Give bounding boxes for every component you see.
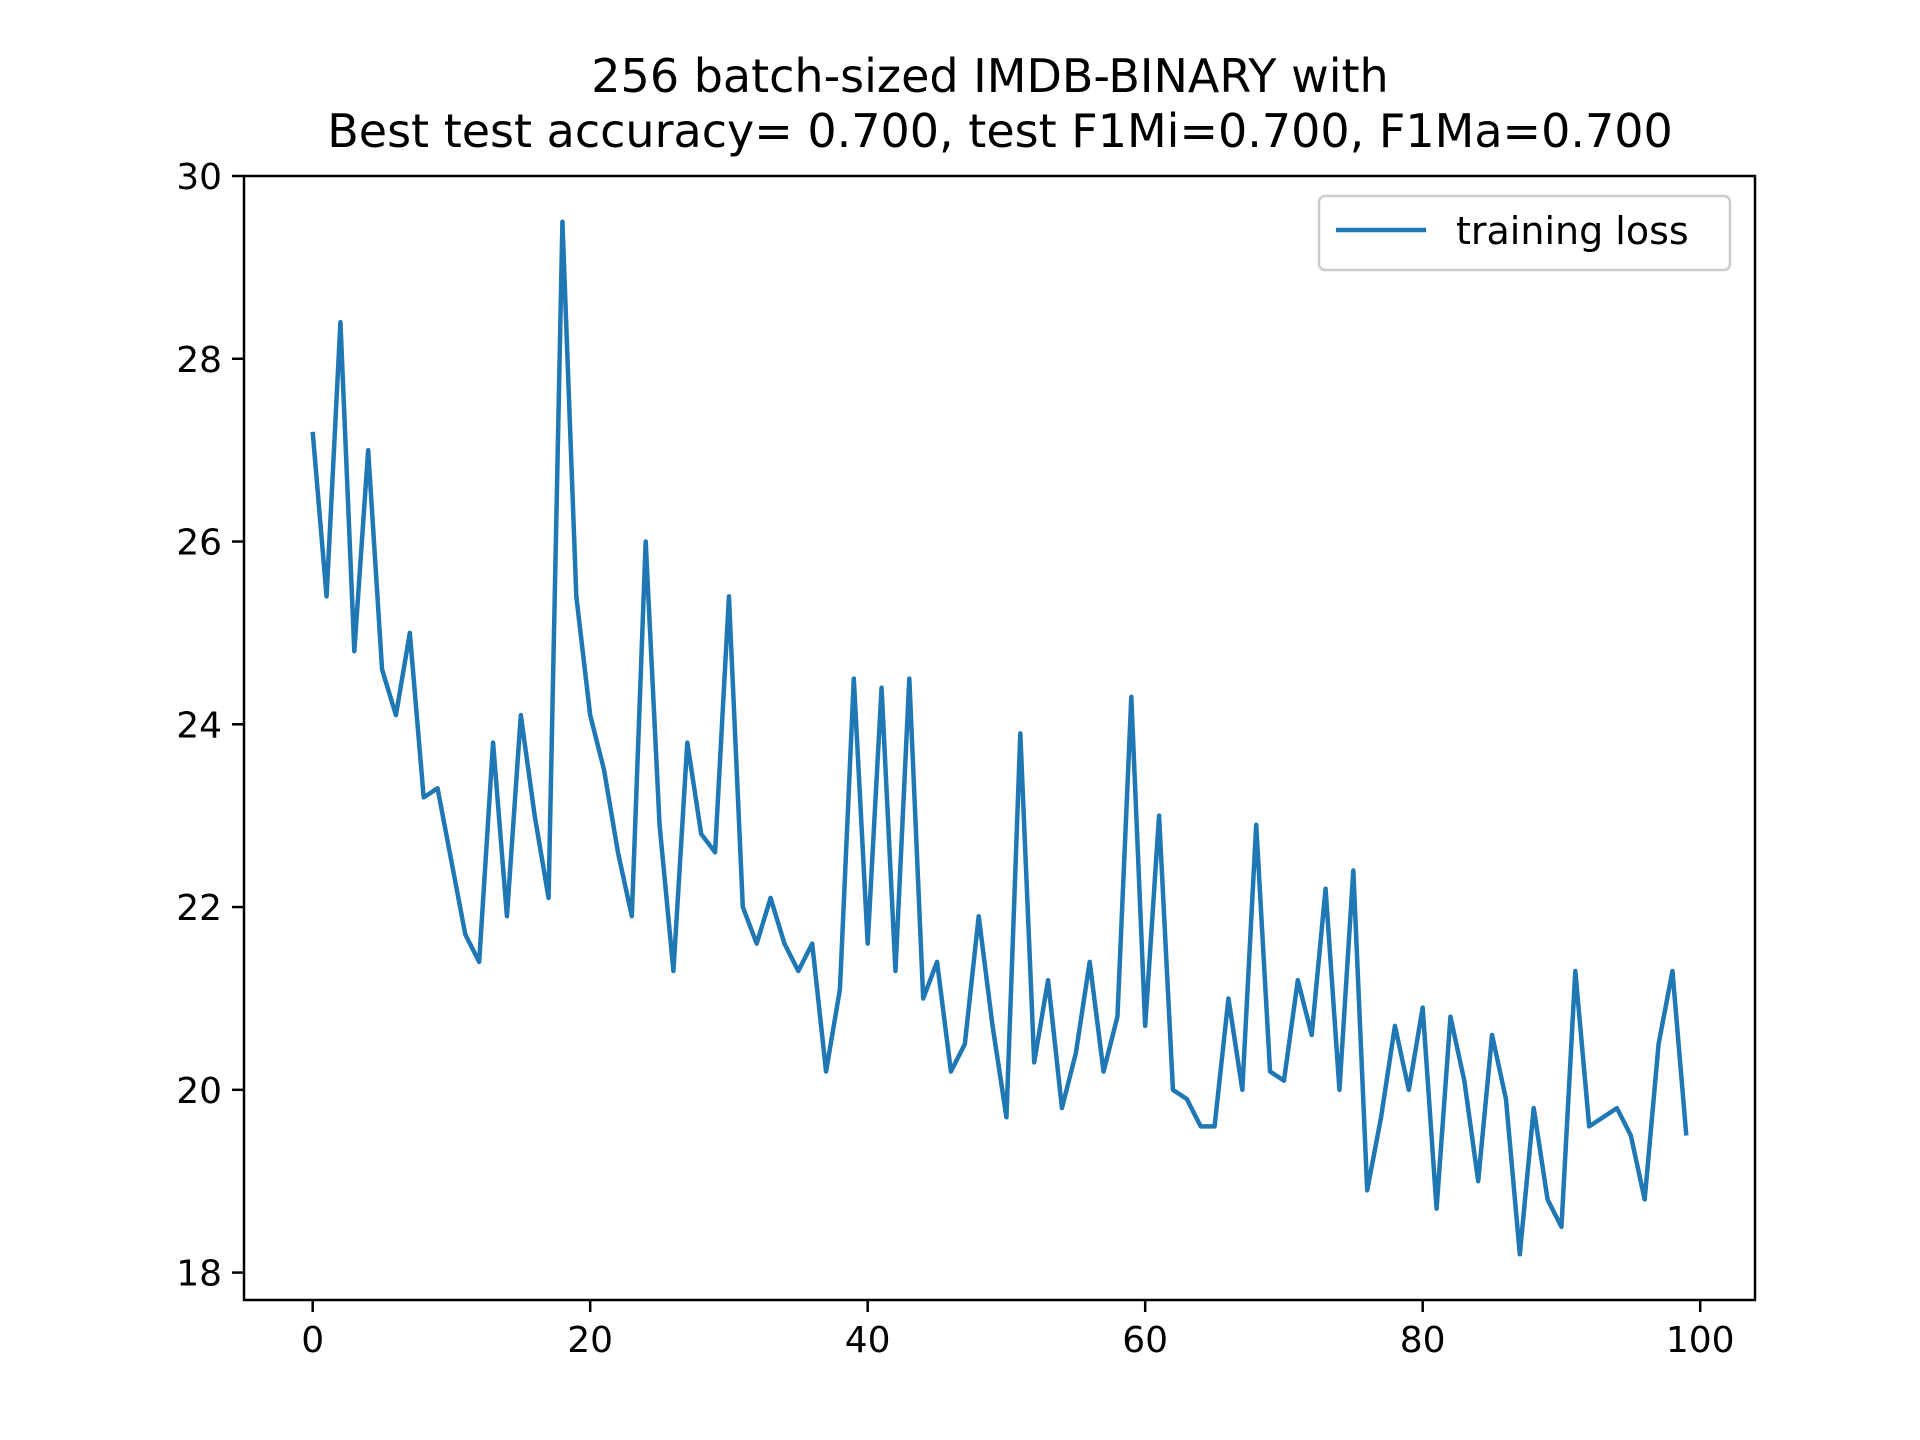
x-tick-label: 100 — [1666, 1320, 1735, 1361]
x-tick-label: 40 — [845, 1320, 891, 1361]
legend-label: training loss — [1456, 209, 1689, 253]
y-tick-label: 20 — [176, 1071, 222, 1112]
x-tick-label: 20 — [567, 1320, 613, 1361]
chart-title-line-1: 256 batch-sized IMDB-BINARY with — [591, 49, 1388, 103]
y-tick-label: 26 — [176, 523, 222, 564]
y-tick-label: 28 — [176, 340, 222, 381]
plot-area: 0 20 40 60 80 100 18 20 22 24 26 28 30 — [176, 157, 1757, 1361]
y-tick-label: 22 — [176, 888, 222, 929]
legend: training loss — [1317, 194, 1732, 272]
y-tick-label: 30 — [176, 157, 222, 198]
y-tick-label: 24 — [176, 705, 222, 746]
x-tick-label: 80 — [1400, 1320, 1446, 1361]
axes-frame — [242, 174, 1757, 1302]
chart-title-line-2: Best test accuracy= 0.700, test F1Mi=0.7… — [327, 104, 1673, 158]
y-tick-label: 18 — [176, 1254, 222, 1295]
series-line-training-loss — [310, 219, 1689, 1257]
x-tick-label: 60 — [1122, 1320, 1168, 1361]
x-tick-label: 0 — [301, 1320, 324, 1361]
legend-box — [1317, 194, 1732, 272]
